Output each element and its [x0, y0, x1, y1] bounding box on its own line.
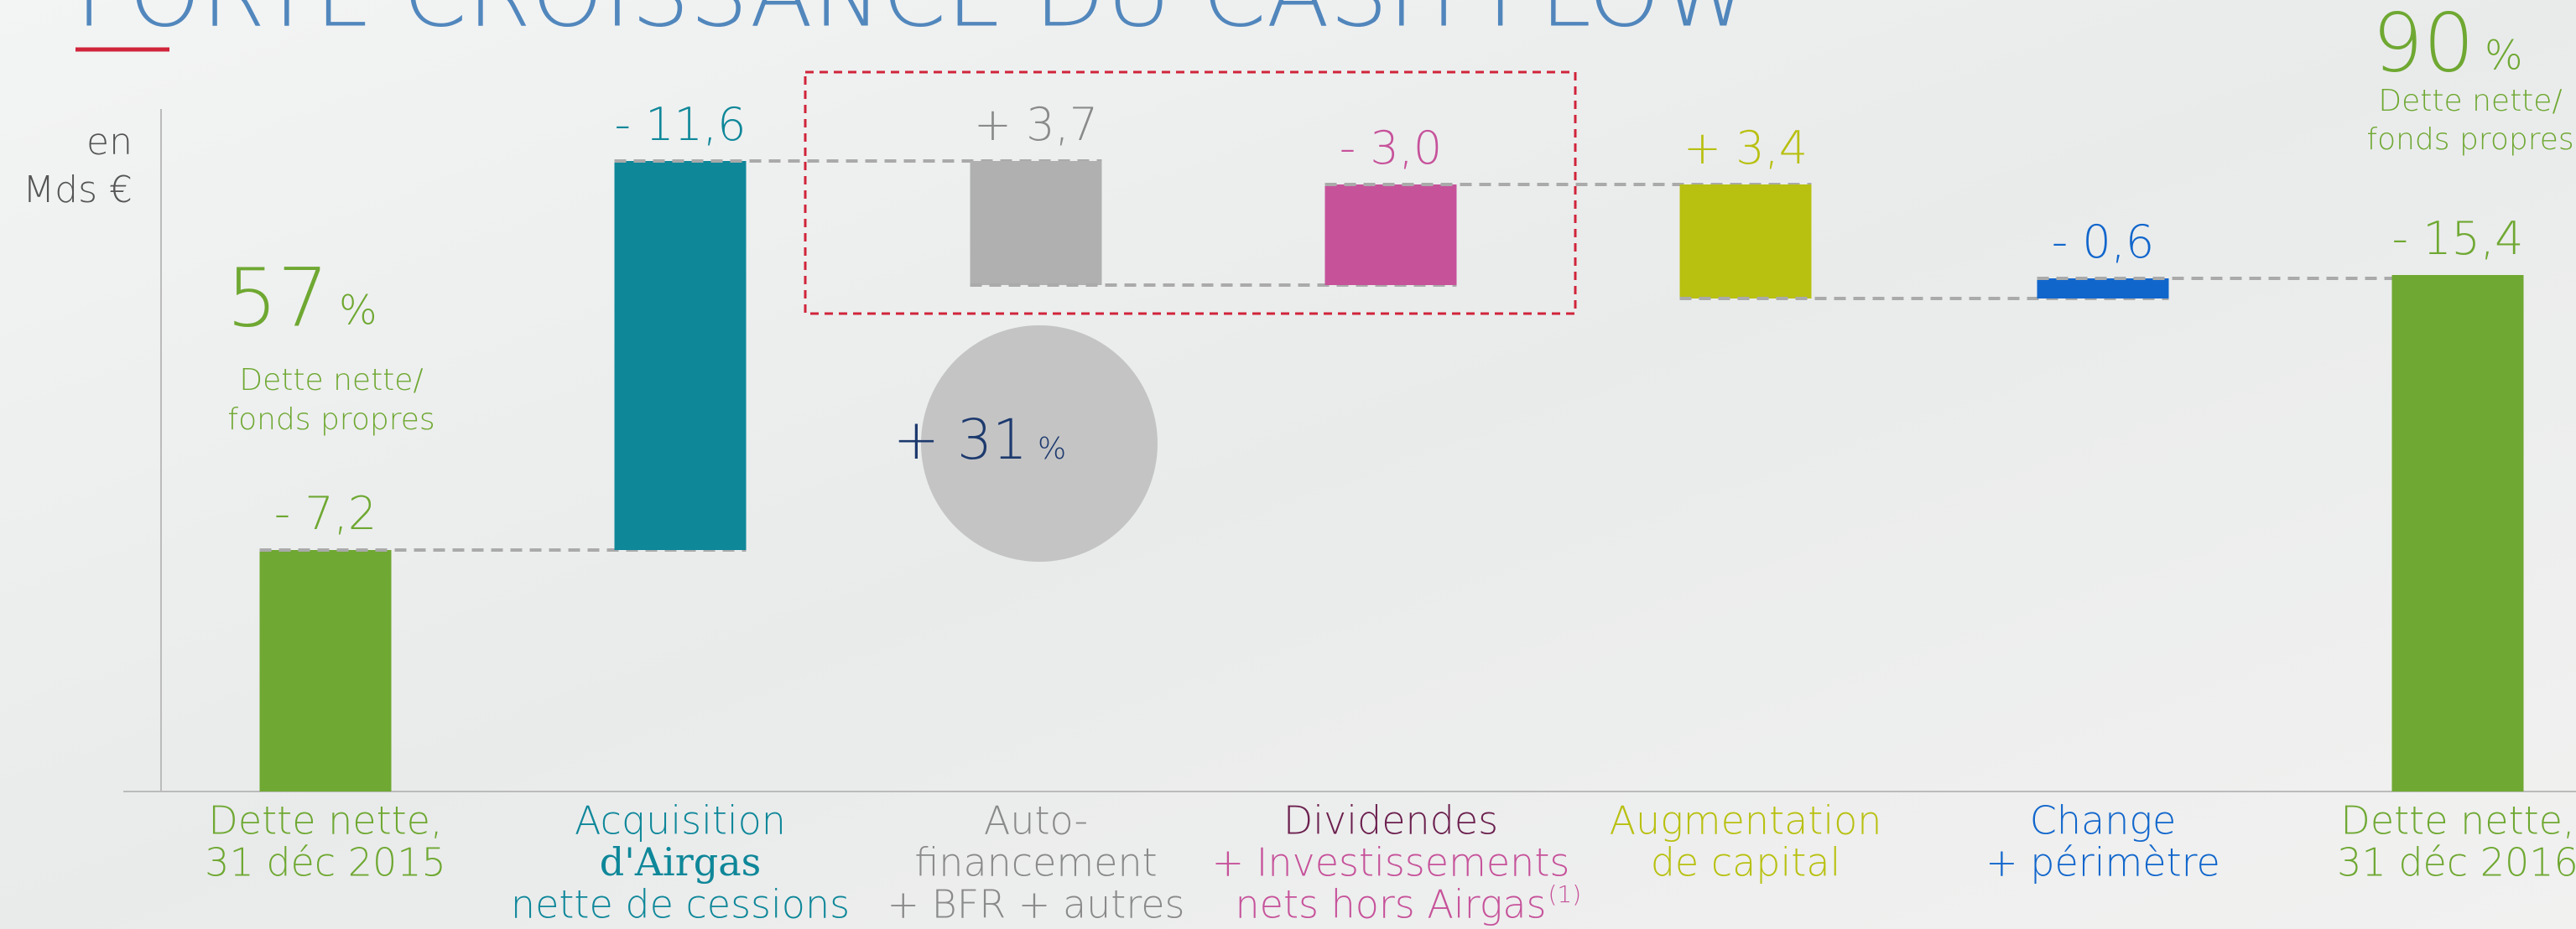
- x-tick-label: Dette nette,: [208, 798, 442, 843]
- unit-label: Mds €: [23, 169, 133, 211]
- annotation-unit: %: [2485, 33, 2523, 80]
- x-tick-label: 31 déc 2016: [2337, 840, 2576, 885]
- annotation-note: fonds propres: [2366, 122, 2573, 157]
- annotation-note: Dette nette/: [2378, 84, 2562, 118]
- bar: [970, 161, 1102, 285]
- value-label: - 15,4: [2392, 212, 2524, 265]
- annotation-value: + 31: [893, 407, 1028, 472]
- bar: [259, 550, 392, 791]
- x-tick-label: d'Airgas: [600, 839, 762, 885]
- x-tick-label: + Investissements: [1212, 840, 1570, 885]
- bar: [2391, 275, 2524, 791]
- x-tick-label: de capital: [1651, 840, 1841, 885]
- x-tick-label: Auto-: [984, 798, 1088, 843]
- value-label: + 3,7: [974, 98, 1098, 151]
- x-tick-label: Change: [2030, 798, 2177, 843]
- value-label: - 0,6: [2052, 215, 2155, 268]
- x-tick-label: + BFR + autres: [887, 882, 1184, 927]
- bar: [2037, 278, 2169, 298]
- bar: [1679, 184, 1812, 298]
- footnote-mark: (1): [1548, 880, 1582, 908]
- value-label: - 3,0: [1340, 122, 1443, 174]
- x-tick-label: Acquisition: [575, 798, 786, 843]
- badge: [921, 325, 1158, 562]
- bar: [1324, 184, 1457, 285]
- x-tick-label: + périmètre: [1985, 840, 2220, 885]
- annotation-value: 57: [226, 251, 329, 345]
- value-label: + 3,4: [1684, 122, 1808, 174]
- x-tick-label: financement: [914, 840, 1157, 885]
- annotation-unit: %: [339, 288, 377, 335]
- highlight-box: [804, 70, 1577, 315]
- bar: [614, 161, 747, 550]
- annotation-note: Dette nette/: [239, 363, 423, 397]
- x-tick-label: Augmentation: [1610, 798, 1882, 843]
- x-tick-label: 31 déc 2015: [205, 840, 446, 885]
- annotation-value: 90: [2372, 0, 2475, 90]
- chart-title: FORTE CROISSANCE DU CASH FLOW: [75, 0, 1751, 47]
- value-label: - 11,6: [615, 98, 747, 151]
- x-tick-label: Dividendes: [1283, 798, 1498, 843]
- annotation-unit: %: [1038, 432, 1066, 466]
- x-tick-label: nets hors Airgas: [1236, 882, 1547, 927]
- unit-label: en: [86, 121, 133, 163]
- x-tick-label: Dette nette,: [2340, 798, 2574, 843]
- x-tick-label: nette de cessions: [511, 882, 850, 927]
- value-label: - 7,2: [274, 487, 377, 540]
- annotation-note: fonds propres: [227, 402, 435, 437]
